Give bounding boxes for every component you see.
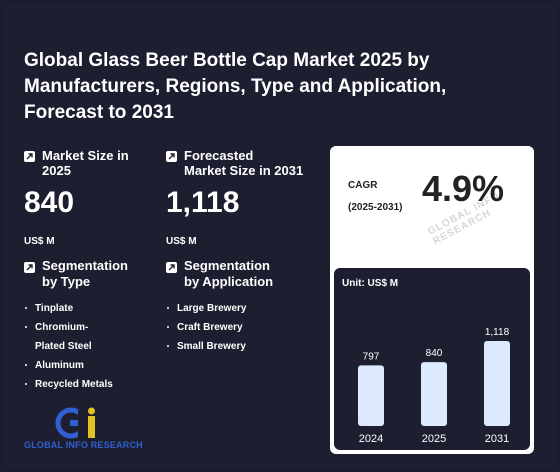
forecast-label: Forecasted Market Size in 2031 xyxy=(184,148,304,178)
application-list: Large Brewery Craft Brewery Small Brewer… xyxy=(166,299,306,356)
market-size-value: 840 xyxy=(24,186,75,219)
market-size-stat: Market Size in 2025 840 US$ M xyxy=(24,148,164,248)
list-item: Aluminum xyxy=(24,356,164,375)
bar-chart-svg: Unit: US$ M 797 2024 840 2025 1,118 2031 xyxy=(342,278,510,445)
forecast-value: 1,118 xyxy=(166,186,240,219)
company-logo: GLOBAL INFO RESEARCH xyxy=(24,406,154,454)
list-item: Tinplate xyxy=(24,299,164,318)
list-item: Large Brewery xyxy=(166,299,306,318)
forecast-unit: US$ M xyxy=(166,236,197,247)
trend-arrow-icon xyxy=(166,262,177,273)
bar xyxy=(484,341,510,426)
bar xyxy=(421,362,447,426)
x-tick-label: 2031 xyxy=(485,433,509,445)
cagr-label: CAGR (2025-2031) xyxy=(348,180,403,213)
x-tick-label: 2024 xyxy=(359,433,383,445)
list-item: Chromium-Plated Steel xyxy=(24,318,115,356)
segmentation-application: Segmentation by Application Large Brewer… xyxy=(166,258,316,368)
segmentation-application-label: Segmentation by Application xyxy=(184,258,274,289)
cagr-value: 4.9% xyxy=(422,168,505,209)
bar xyxy=(358,365,384,426)
list-item: Craft Brewery xyxy=(166,318,306,337)
trend-arrow-icon xyxy=(166,151,177,162)
type-list: Tinplate Chromium-Plated Steel Aluminum … xyxy=(24,299,164,394)
list-item: Recycled Metals xyxy=(24,375,164,394)
bar-value-label: 1,118 xyxy=(485,327,510,338)
market-size-label: Market Size in 2025 xyxy=(42,148,129,178)
market-size-unit: US$ M xyxy=(24,236,55,247)
list-item: Small Brewery xyxy=(166,337,306,356)
trend-arrow-icon xyxy=(24,262,35,273)
trend-arrow-icon xyxy=(24,151,35,162)
bar-value-label: 797 xyxy=(363,351,380,362)
segmentation-type: Segmentation by Type Tinplate Chromium-P… xyxy=(24,258,164,398)
x-tick-label: 2025 xyxy=(422,433,446,445)
segmentation-type-label: Segmentation by Type xyxy=(42,258,128,289)
forecast-stat: Forecasted Market Size in 2031 1,118 US$… xyxy=(166,148,316,248)
page-title: Global Glass Beer Bottle Cap Market 2025… xyxy=(24,50,447,123)
chart-unit-label: Unit: US$ M xyxy=(342,278,398,289)
cagr-card: GLOBAL INFO RESEARCH CAGR (2025-2031) 4.… xyxy=(330,146,534,454)
bar-chart: Unit: US$ M 797 2024 840 2025 1,118 2031 xyxy=(334,268,530,450)
bar-value-label: 840 xyxy=(426,348,443,359)
logo-text: GLOBAL INFO RESEARCH xyxy=(24,440,143,450)
